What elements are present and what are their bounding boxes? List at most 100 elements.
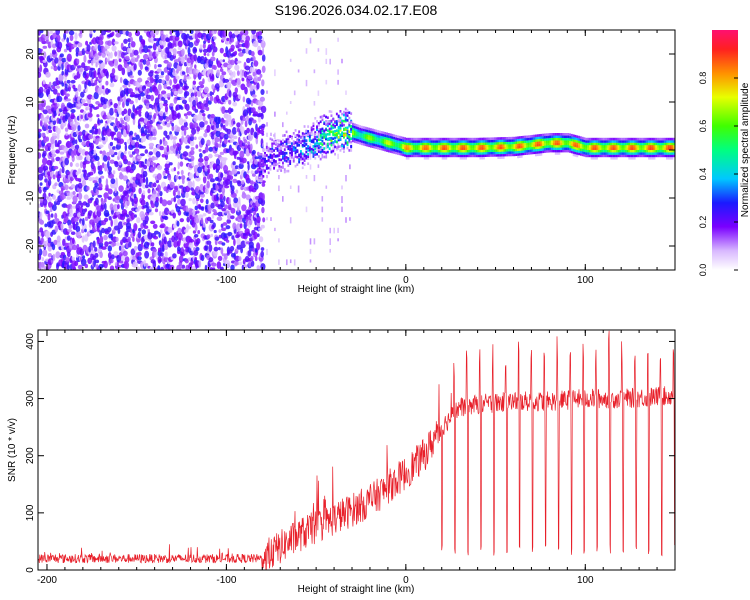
spectrogram-cell xyxy=(101,162,105,169)
spectrogram-cell xyxy=(53,65,58,72)
spectrogram-cell xyxy=(366,141,369,145)
spectrogram-cell xyxy=(126,214,130,218)
spectrogram-cell xyxy=(499,139,502,143)
spectrogram-cell xyxy=(99,235,104,244)
spectrogram-cell xyxy=(427,142,430,146)
spectrogram-cell xyxy=(558,140,561,143)
spectrogram-cell xyxy=(398,147,401,151)
spectrogram-cell xyxy=(404,139,406,143)
spectrogram-cell xyxy=(658,140,661,143)
spectrogram-cell xyxy=(434,145,437,148)
spectrogram-cell xyxy=(551,149,554,153)
spectrogram-cell xyxy=(97,128,101,135)
spectrogram-cell xyxy=(337,129,340,133)
spectrogram-cell xyxy=(262,161,265,165)
spectrogram-cell xyxy=(500,141,503,145)
spectrogram-cell xyxy=(371,138,374,141)
spectrogram-cell xyxy=(409,149,412,153)
spectrogram-cell xyxy=(346,141,349,144)
spectrogram-cell xyxy=(339,127,342,130)
spectrogram-cell xyxy=(186,76,192,80)
spectrogram-cell xyxy=(202,176,207,184)
spectrogram-cell xyxy=(610,145,613,148)
spectrogram-cell xyxy=(384,144,387,147)
spectrogram-cell xyxy=(334,152,336,156)
spectrogram-cell xyxy=(326,150,329,154)
spectrogram-cell xyxy=(633,154,636,158)
spectrogram-cell xyxy=(574,146,577,150)
spectrogram-cell xyxy=(364,131,367,135)
spectrogram-cell xyxy=(587,142,589,146)
spectrogram-cell xyxy=(166,145,170,153)
spectrogram-cell xyxy=(222,59,225,63)
spectrogram-cell xyxy=(56,108,60,115)
spectrogram-cell xyxy=(156,68,162,73)
spectrogram-cell xyxy=(466,149,469,153)
spectrogram-cell xyxy=(536,139,539,142)
spectrogram-cell xyxy=(515,151,518,154)
spectrogram-cell xyxy=(221,242,226,246)
spectrogram-cell xyxy=(76,231,82,239)
spectrogram-cell xyxy=(431,152,433,155)
spectrogram-cell xyxy=(269,160,272,164)
spectrogram-cell xyxy=(274,227,276,232)
spectrogram-cell xyxy=(569,140,571,144)
spectrogram-cell xyxy=(133,49,139,56)
spectrogram-cell xyxy=(588,149,591,153)
spectrogram-cell xyxy=(234,57,238,65)
spectrogram-cell xyxy=(194,223,198,232)
spectrogram-cell xyxy=(590,154,593,158)
spectrogram-cell xyxy=(373,129,376,132)
spectrogram-cell xyxy=(77,147,83,153)
spectrogram-cell xyxy=(276,162,279,166)
spectrogram-cell xyxy=(101,200,105,205)
spectrogram-cell xyxy=(411,140,414,143)
spectrogram-cell xyxy=(114,51,118,57)
spectrogram-cell xyxy=(407,154,410,158)
spectrogram-cell xyxy=(560,147,563,150)
spectrogram-cell xyxy=(283,140,286,144)
spectrogram-cell xyxy=(551,147,554,150)
spectrogram-cell xyxy=(265,148,268,152)
spectrogram-cell xyxy=(414,152,417,155)
spectrogram-cell xyxy=(48,81,52,88)
spectrogram-cell xyxy=(146,242,150,246)
spectrogram-cell xyxy=(335,140,338,144)
spectrogram-cell xyxy=(196,89,202,97)
spectrogram-cell xyxy=(628,140,631,143)
spectrogram-cell xyxy=(200,193,206,198)
spectrogram-cell xyxy=(585,152,588,155)
spectrogram-cell xyxy=(278,158,281,161)
spectrogram-cell xyxy=(298,138,301,142)
spectrogram-cell xyxy=(457,142,460,146)
spectrogram-cell xyxy=(427,149,430,153)
spectrogram-cell xyxy=(155,151,161,158)
spectrogram-cell xyxy=(140,161,145,168)
spectrogram-cell xyxy=(353,137,356,141)
spectrogram-cell xyxy=(52,43,57,49)
spectrogram-cell xyxy=(124,141,127,146)
spectrogram-cell xyxy=(549,142,552,146)
spectrogram-cell xyxy=(110,178,116,185)
spectrogram-cell xyxy=(364,136,367,139)
spectrogram-cell xyxy=(90,197,94,201)
spectrogram-cell xyxy=(260,112,264,120)
spectrogram-cell xyxy=(422,142,424,146)
spectrogram-cell xyxy=(536,146,539,149)
spectrogram-cell xyxy=(181,71,186,75)
spectrogram-cell xyxy=(75,162,80,168)
spectrogram-cell xyxy=(614,152,616,155)
spectrogram-cell xyxy=(393,141,396,145)
spectrogram-cell xyxy=(610,140,613,143)
spectrogram-cell xyxy=(335,120,338,123)
spectrogram-cell xyxy=(506,137,509,140)
spectrogram-cell xyxy=(502,144,505,147)
spectrogram-cell xyxy=(483,154,485,157)
spectrogram-cell xyxy=(569,147,571,151)
spectrogram-cell xyxy=(565,142,568,146)
spectrogram-cell xyxy=(313,238,316,245)
spectrogram-cell xyxy=(301,139,304,143)
spectrogram-cell xyxy=(549,137,552,141)
spectrogram-cell xyxy=(409,137,412,141)
spectrogram-cell xyxy=(184,85,189,89)
